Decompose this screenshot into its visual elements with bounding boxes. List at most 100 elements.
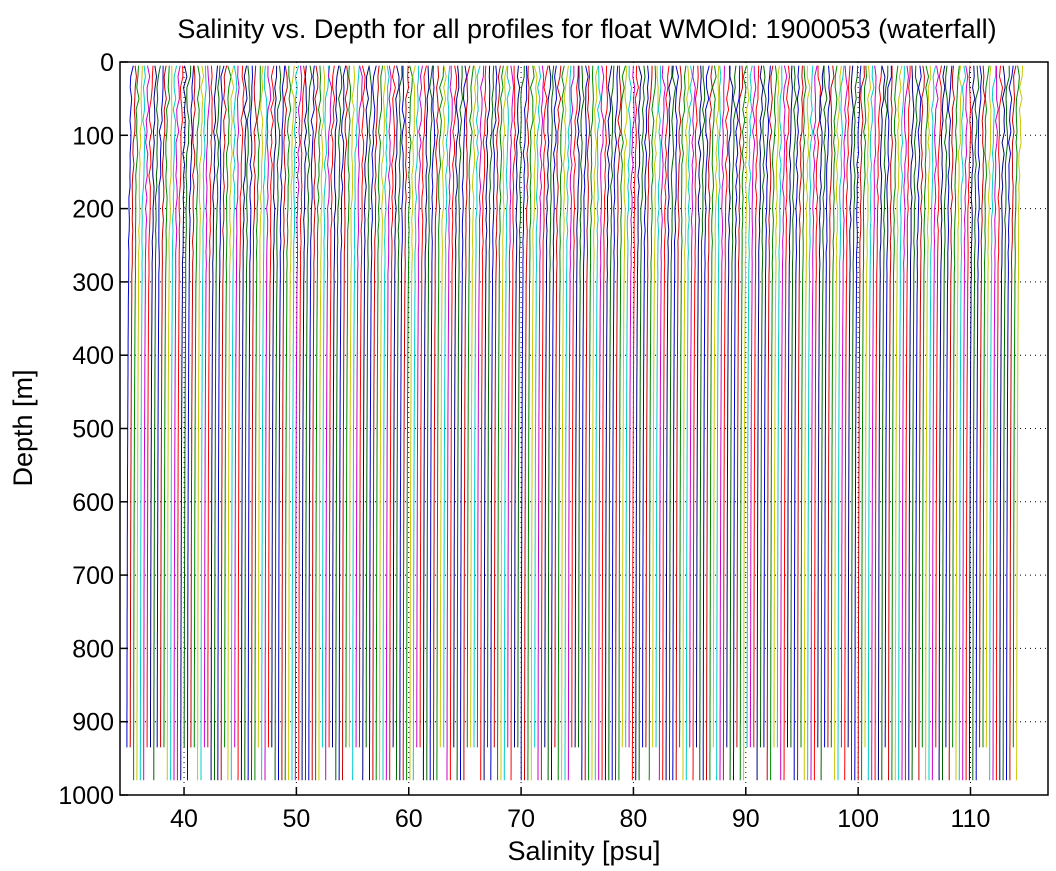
profile-line [675, 65, 682, 781]
profile-line [365, 65, 373, 748]
profile-line [227, 65, 235, 781]
profile-line [372, 65, 380, 781]
profile-line [150, 65, 158, 748]
profile-line [625, 65, 632, 748]
profile-line [520, 65, 528, 781]
profile-line [955, 65, 963, 781]
profile-line [190, 65, 196, 748]
y-tick-label: 200 [72, 196, 114, 224]
profile-line [143, 65, 151, 781]
profile-line [749, 65, 757, 748]
profile-line [739, 65, 748, 781]
profile-line [547, 65, 555, 781]
profile-line [867, 65, 875, 781]
profile-line [948, 65, 955, 781]
profile-line [591, 65, 599, 781]
profile-line [456, 65, 464, 781]
profile-line [540, 65, 549, 781]
profile-line [129, 65, 137, 748]
profile-line [136, 65, 143, 781]
profile-line [304, 65, 313, 781]
profile-line [618, 65, 626, 781]
profile-line [358, 65, 366, 748]
profile-line [716, 65, 722, 781]
profile-line [726, 65, 734, 748]
profile-line [220, 65, 228, 781]
profile-line [230, 65, 238, 781]
profile-line [891, 65, 899, 781]
profile-line [911, 65, 919, 781]
profile-line [392, 65, 400, 748]
profile-line [315, 65, 322, 781]
profile-line [985, 65, 992, 748]
profile-line [766, 65, 774, 781]
profile-line [874, 65, 883, 781]
profile-line [173, 65, 181, 781]
profile-line [466, 65, 474, 748]
profile-line [524, 65, 530, 781]
profile-line [736, 65, 744, 748]
profile-line [453, 65, 460, 748]
profile-line [348, 65, 356, 748]
x-tick-label: 90 [732, 805, 760, 833]
profile-line [1012, 65, 1020, 748]
y-tick-label: 700 [72, 562, 114, 590]
profile-line [207, 65, 213, 748]
profile-line [534, 65, 542, 748]
profile-line [197, 65, 205, 781]
profile-line [884, 65, 892, 748]
profile-line [493, 65, 501, 748]
profile-line [813, 65, 822, 781]
profile-line [426, 65, 433, 781]
y-tick-label: 500 [72, 416, 114, 444]
profile-line [702, 65, 710, 781]
profile-line [783, 65, 791, 781]
profile-line [510, 65, 517, 781]
profile-line [598, 65, 605, 781]
profile-lines [126, 65, 1024, 781]
profile-line [561, 65, 569, 781]
profile-line [244, 65, 251, 781]
profile-line [965, 65, 972, 781]
profile-line [1016, 65, 1024, 781]
profile-line [797, 65, 804, 781]
profile-line [187, 65, 195, 781]
profile-line [857, 65, 865, 781]
profile-line [968, 65, 976, 781]
profile-line [308, 65, 315, 781]
profile-line [338, 65, 347, 781]
profile-line [958, 65, 967, 781]
profile-line [699, 65, 706, 781]
profile-line [203, 65, 211, 748]
profile-line [851, 65, 859, 781]
profile-line [278, 65, 286, 781]
profile-line [979, 65, 986, 748]
profile-line [830, 65, 838, 748]
profile-line [352, 65, 360, 781]
profile-line [153, 65, 161, 781]
profile-line [945, 65, 953, 748]
profile-line [631, 65, 639, 781]
profile-line [638, 65, 646, 781]
profile-line [537, 65, 545, 781]
x-axis-ticks: 40 50 60 70 80 90 100 110 [170, 787, 990, 833]
profile-line [685, 65, 693, 781]
profile-line [257, 65, 264, 748]
profile-line [709, 65, 717, 781]
profile-line [756, 65, 764, 781]
profile-line [621, 65, 628, 748]
profile-line [166, 65, 173, 781]
profile-line [588, 65, 594, 781]
profile-line [888, 65, 893, 781]
profile-line [342, 65, 349, 781]
profile-line [436, 65, 444, 781]
y-tick-label: 100 [72, 122, 114, 150]
profile-line [854, 65, 862, 781]
profile-line [507, 65, 515, 748]
profile-line [284, 65, 292, 781]
profile-line [449, 65, 458, 781]
profile-line [594, 65, 602, 781]
profile-line [615, 65, 622, 781]
profile-line [989, 65, 997, 781]
profile-line [800, 65, 807, 748]
